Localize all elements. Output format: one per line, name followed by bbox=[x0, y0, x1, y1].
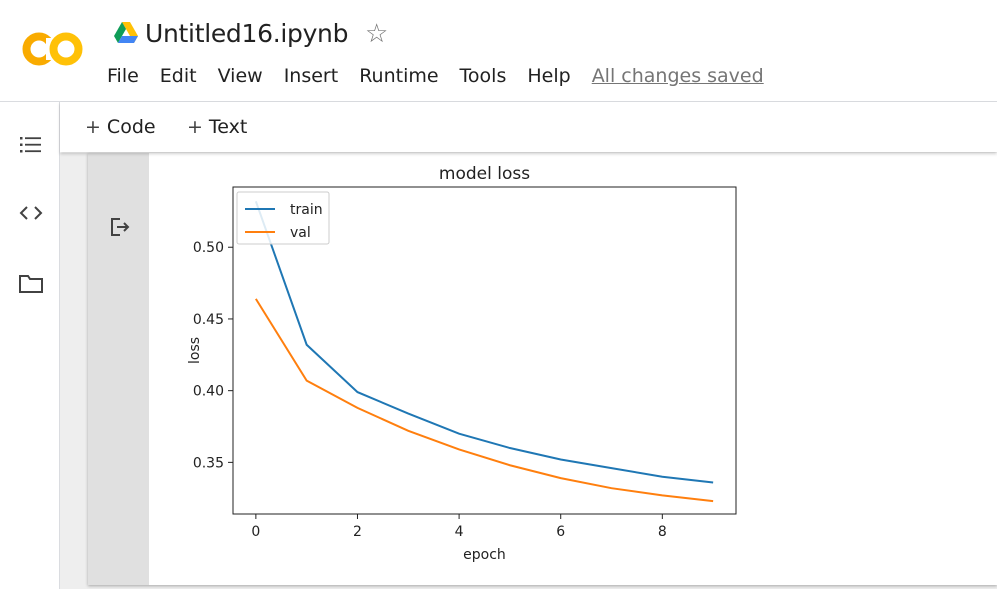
notebook-toolbar: + Code + Text bbox=[60, 102, 997, 152]
header: Untitled16.ipynb ☆ File Edit View Insert… bbox=[0, 0, 997, 102]
legend-label-val: val bbox=[290, 225, 311, 241]
x-axis-label: epoch bbox=[463, 547, 506, 563]
output-exit-icon[interactable] bbox=[108, 215, 132, 239]
loss-chart: model loss epoch loss 0 2 4 6 8 0.35 0.40 0.45 0.50… bbox=[188, 164, 737, 563]
x-tick-label: 8 bbox=[658, 524, 667, 540]
plus-icon: + bbox=[187, 116, 203, 138]
save-status[interactable]: All changes saved bbox=[591, 65, 764, 87]
left-sidebar bbox=[0, 102, 60, 589]
add-text-label: Text bbox=[208, 116, 248, 138]
y-tick-label: 0.50 bbox=[193, 240, 224, 256]
x-tick-label: 0 bbox=[251, 524, 260, 540]
x-tick-label: 4 bbox=[455, 524, 464, 540]
y-tick-label: 0.40 bbox=[193, 384, 224, 400]
files-icon[interactable] bbox=[17, 270, 45, 296]
star-icon[interactable]: ☆ bbox=[365, 18, 389, 48]
y-tick-label: 0.45 bbox=[193, 312, 224, 328]
menu-file[interactable]: File bbox=[107, 65, 139, 87]
y-tick-label: 0.35 bbox=[193, 455, 224, 471]
menu-runtime[interactable]: Runtime bbox=[359, 65, 439, 87]
table-of-contents-icon[interactable] bbox=[17, 132, 45, 158]
add-code-label: Code bbox=[106, 116, 156, 138]
menu-view[interactable]: View bbox=[217, 65, 263, 87]
colab-logo[interactable] bbox=[20, 28, 86, 70]
series-line-train bbox=[254, 201, 714, 484]
legend-box bbox=[236, 191, 330, 245]
legend-label-train: train bbox=[290, 202, 323, 218]
google-drive-icon[interactable] bbox=[114, 22, 138, 44]
series-line-val bbox=[255, 298, 714, 503]
menu-bar: File Edit View Insert Runtime Tools Help… bbox=[107, 63, 764, 89]
notebook-title[interactable]: Untitled16.ipynb bbox=[145, 19, 349, 48]
notebook-area: model loss epoch loss 0 2 4 6 8 0.35 0.40 0.45 0.50… bbox=[60, 153, 997, 589]
menu-insert[interactable]: Insert bbox=[283, 65, 339, 87]
output-cell[interactable]: model loss epoch loss 0 2 4 6 8 0.35 0.40 0.45 0.50… bbox=[88, 153, 997, 585]
add-text-button[interactable]: + Text bbox=[187, 114, 247, 140]
cell-gutter bbox=[88, 153, 149, 585]
code-snippets-icon[interactable] bbox=[17, 200, 45, 226]
x-tick-label: 2 bbox=[353, 524, 362, 540]
add-code-button[interactable]: + Code bbox=[85, 114, 156, 140]
plus-icon: + bbox=[85, 116, 101, 138]
y-axis-label: loss bbox=[188, 337, 203, 364]
menu-edit[interactable]: Edit bbox=[159, 65, 197, 87]
menu-help[interactable]: Help bbox=[527, 65, 571, 87]
chart-title: model loss bbox=[439, 164, 530, 184]
x-tick-label: 6 bbox=[556, 524, 565, 540]
menu-tools[interactable]: Tools bbox=[459, 65, 507, 87]
